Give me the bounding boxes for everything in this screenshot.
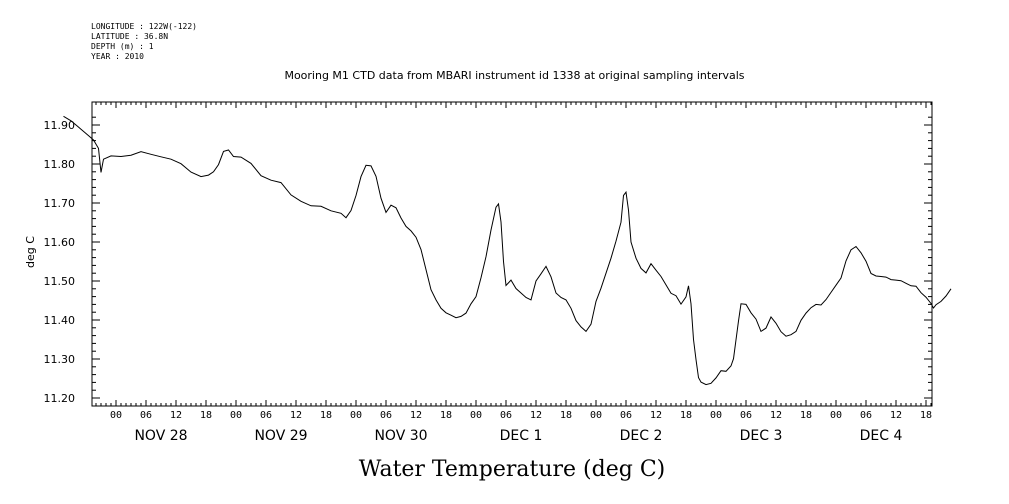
x-hour-tick-label: 06 — [140, 410, 152, 421]
x-day-label: DEC 1 — [500, 428, 543, 444]
y-tick-label: 11.60 — [44, 236, 76, 249]
x-hour-tick-label: 12 — [410, 410, 422, 421]
y-tick-label: 11.30 — [44, 353, 76, 366]
metadata-longitude: LONGITUDE : 122W(-122) — [91, 22, 197, 31]
x-hour-tick-label: 06 — [380, 410, 392, 421]
x-hour-tick-label: 06 — [260, 410, 272, 421]
plot-frame — [91, 101, 933, 407]
x-hour-tick-label: 18 — [320, 410, 332, 421]
x-hour-tick-label: 18 — [680, 410, 692, 421]
x-hour-tick-label: 06 — [860, 410, 872, 421]
y-tick-label: 11.50 — [44, 275, 76, 288]
temperature-series-line — [63, 115, 952, 386]
y-tick-label: 11.70 — [44, 197, 76, 210]
metadata-depth: DEPTH (m) : 1 — [91, 42, 154, 51]
x-axis-label: Water Temperature (deg C) — [359, 457, 666, 482]
x-day-label: DEC 2 — [620, 428, 663, 444]
x-day-label: DEC 3 — [740, 428, 783, 444]
x-day-label: NOV 30 — [374, 428, 427, 444]
y-tick-label: 11.80 — [44, 158, 76, 171]
x-day-label: NOV 28 — [134, 428, 187, 444]
x-hour-tick-label: 00 — [110, 410, 122, 421]
x-hour-tick-label: 18 — [440, 410, 452, 421]
x-hour-tick-label: 12 — [770, 410, 782, 421]
metadata-block: LONGITUDE : 122W(-122) LATITUDE : 36.8N … — [91, 22, 197, 62]
y-tick-label: 11.20 — [44, 392, 76, 405]
y-tick-label: 11.40 — [44, 314, 76, 327]
y-axis-label: deg C — [24, 236, 37, 268]
metadata-year: YEAR : 2010 — [91, 52, 144, 61]
x-hour-tick-label: 00 — [710, 410, 722, 421]
x-hour-tick-label: 00 — [350, 410, 362, 421]
x-hour-tick-label: 12 — [290, 410, 302, 421]
x-hour-tick-label: 06 — [740, 410, 752, 421]
x-hour-tick-label: 18 — [560, 410, 572, 421]
x-hour-tick-label: 00 — [230, 410, 242, 421]
x-day-label: DEC 4 — [860, 428, 903, 444]
y-tick-label: 11.90 — [44, 119, 76, 132]
x-hour-tick-label: 06 — [620, 410, 632, 421]
x-hour-tick-label: 12 — [170, 410, 182, 421]
x-hour-tick-label: 00 — [830, 410, 842, 421]
chart-title: Mooring M1 CTD data from MBARI instrumen… — [284, 69, 745, 82]
x-day-label: NOV 29 — [254, 428, 307, 444]
x-hour-tick-label: 00 — [590, 410, 602, 421]
x-hour-tick-label: 18 — [200, 410, 212, 421]
x-hour-tick-label: 06 — [500, 410, 512, 421]
x-hour-tick-label: 12 — [650, 410, 662, 421]
x-hour-tick-label: 00 — [470, 410, 482, 421]
x-hour-tick-label: 12 — [890, 410, 902, 421]
x-hour-tick-label: 18 — [920, 410, 932, 421]
x-hour-tick-label: 12 — [530, 410, 542, 421]
x-hour-tick-label: 18 — [800, 410, 812, 421]
metadata-latitude: LATITUDE : 36.8N — [91, 32, 169, 41]
